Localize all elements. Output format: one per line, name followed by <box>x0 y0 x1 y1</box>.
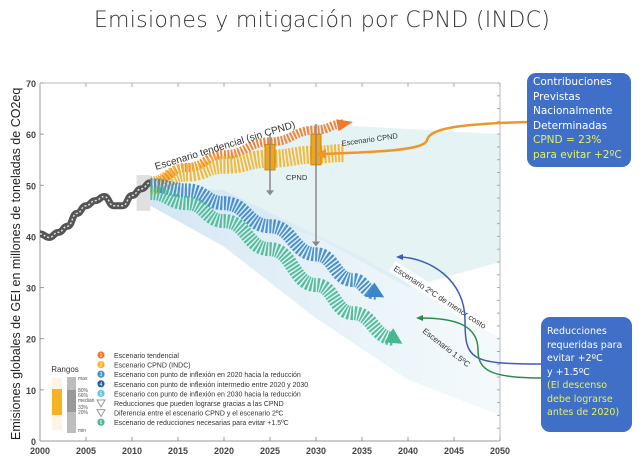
cpnd-arrowhead <box>316 149 326 159</box>
range-label: 20% <box>78 410 89 416</box>
y-tick-label: 50 <box>26 181 36 191</box>
range-label: min <box>78 428 86 434</box>
callout-highlight: para evitar +2ºC <box>533 148 622 161</box>
series-historico-band <box>39 179 151 241</box>
legend-item-label: Escenario tendencial <box>114 353 179 360</box>
legend-marker-1 <box>97 351 105 359</box>
legend-item-label: Escenario de reducciones necesarias para… <box>114 420 289 427</box>
2c-arrowhead <box>396 254 403 260</box>
x-tick-label: 2045 <box>444 446 464 456</box>
legend-item-label: Escenario CPND (INDC) <box>114 363 191 370</box>
reduction-arrow-head <box>312 241 320 247</box>
callout-line: evitar +2ºC <box>547 353 603 364</box>
legend-item-label: Escenario con punto de inflexión en 2030… <box>114 391 301 398</box>
series-historico-median <box>39 181 151 239</box>
callout-highlight: antes de 2020) <box>547 407 620 418</box>
legend-ranges-title: Rangos <box>51 365 79 374</box>
x-tick-label: 2000 <box>30 446 50 456</box>
x-tick-label: 2005 <box>76 446 96 456</box>
callout-line: Nacionalmente <box>533 105 613 117</box>
legend-item-label: Escenario con punto de inflexión en 2020… <box>114 372 301 379</box>
reduction-arrow-head <box>266 190 274 196</box>
1-5c-arrowhead <box>416 315 423 321</box>
y-tick-label: 20 <box>26 335 36 345</box>
x-tick-label: 2035 <box>352 446 372 456</box>
callout-highlight: CPND = 23% <box>533 134 602 146</box>
y-tick-label: 30 <box>26 284 36 294</box>
2c-callout-arrow <box>399 256 542 365</box>
legend-marker-4 <box>97 380 105 388</box>
callout-line: requeridas para <box>547 339 623 351</box>
range-label: max <box>78 376 88 382</box>
range-label: median <box>78 398 95 404</box>
slide-title: Emisiones y mitigación por CPND (INDC) <box>93 8 551 33</box>
legend-item-label: Reducciones que pueden lograrse gracias … <box>114 401 284 408</box>
y-axis-label: Emisiones globales de GEI en millones de… <box>9 88 23 440</box>
range-label: 80% <box>78 388 89 394</box>
x-tick-label: 2050 <box>490 446 510 456</box>
range-label: 66% <box>78 393 89 399</box>
callout-line: Reducciones <box>547 326 607 337</box>
series-dos_grados-band <box>150 178 377 300</box>
mitigation-range-fan <box>150 185 500 416</box>
legend-arrow-icon <box>96 399 106 409</box>
legend-marker-3 <box>97 370 105 378</box>
x-tick-label: 2040 <box>398 446 418 456</box>
callout-line: y +1.5ºC <box>547 366 590 378</box>
y-tick-label: 10 <box>26 386 36 396</box>
label-cpnd: CPND <box>286 173 308 182</box>
x-tick-label: 2015 <box>168 446 188 456</box>
callout-line: Contribuciones <box>533 76 612 88</box>
y-tick-label: 70 <box>26 79 36 89</box>
cpnd-callout-arrow <box>322 120 528 156</box>
legend-marker-number: 3 <box>100 372 103 378</box>
legend-marker-number: 6 <box>100 420 103 426</box>
callout-line: Determinadas <box>533 119 608 132</box>
legend-marker-5 <box>97 389 105 397</box>
series-uno_cinco-arrowhead <box>384 328 403 344</box>
legend-marker-2 <box>97 361 105 369</box>
legend-marker-number: 5 <box>100 391 103 397</box>
x-tick-label: 2010 <box>122 446 142 456</box>
range-label: 33% <box>78 405 89 411</box>
callout-highlight: (El descenso <box>547 380 608 391</box>
legend-marker-number: 2 <box>100 363 103 369</box>
legend-marker-number: 1 <box>100 353 103 359</box>
1-5c-callout-arrow <box>419 317 542 379</box>
x-tick-label: 2030 <box>306 446 326 456</box>
callout-line: Previstas <box>533 90 581 103</box>
legend-item-label: Diferencia entre el escenario CPND y el … <box>114 411 283 418</box>
legend-marker-number: 4 <box>100 382 103 388</box>
y-tick-label: 0 <box>31 437 36 447</box>
y-tick-label: 60 <box>26 130 36 140</box>
range-swatch-gray-inner <box>67 390 76 412</box>
series-tendencial-arrowhead <box>336 119 353 132</box>
cpnd-callout: Contribuciones Previstas Nacionalmente D… <box>527 73 631 167</box>
series-dos_grados-arrowhead <box>366 282 385 298</box>
legend-item-label: Escenario con punto de inflexión interme… <box>114 382 308 389</box>
x-tick-label: 2020 <box>214 446 234 456</box>
legend-marker-6 <box>97 418 105 426</box>
legend-arrow-icon <box>96 409 106 418</box>
range-swatch-orange <box>52 389 62 415</box>
y-tick-label: 40 <box>26 232 36 242</box>
series-uno_cinco-band <box>149 185 396 346</box>
x-tick-label: 2025 <box>260 446 280 456</box>
reducciones-callout: Reducciones requeridas para evitar +2ºC … <box>541 317 632 432</box>
callout-highlight: debe lograrse <box>547 393 613 405</box>
